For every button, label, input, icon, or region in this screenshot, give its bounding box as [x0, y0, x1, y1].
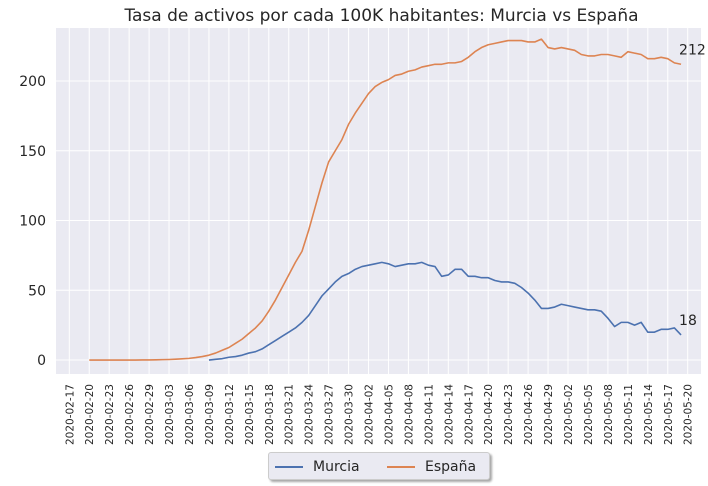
x-tick-label: 2020-03-24: [304, 384, 316, 445]
x-tick-label: 2020-05-20: [683, 384, 695, 445]
x-tick-label: 2020-03-06: [184, 384, 196, 445]
x-tick-label: 2020-03-18: [264, 384, 276, 445]
x-tick-label: 2020-05-14: [643, 384, 655, 445]
series-lines: [89, 38, 682, 361]
legend-swatch-murcia: [275, 466, 303, 468]
y-tick-label: 0: [37, 353, 46, 369]
x-tick-label: 2020-05-17: [663, 384, 675, 445]
x-tick-label: 2020-04-11: [423, 384, 435, 445]
x-tick-label: 2020-05-02: [563, 384, 575, 445]
y-tick-label: 150: [19, 144, 46, 160]
x-tick-label: 2020-02-26: [124, 384, 136, 445]
legend-swatch-espana: [387, 466, 415, 468]
x-tick-label: 2020-04-20: [483, 384, 495, 445]
x-tick-label: 2020-04-08: [403, 384, 415, 445]
x-tick-label: 2020-04-02: [364, 384, 376, 445]
series-line-murcia: [208, 261, 682, 361]
end-label-espana: 212: [679, 42, 706, 58]
y-tick-labels: 0 50 100 150 200: [19, 74, 46, 369]
x-tick-label: 2020-03-30: [344, 384, 356, 445]
x-tick-label: 2020-05-05: [583, 384, 595, 445]
y-tick-label: 200: [19, 74, 46, 90]
x-tick-label: 2020-04-23: [503, 384, 515, 445]
x-tick-label: 2020-04-26: [523, 384, 535, 445]
x-tick-label: 2020-04-14: [443, 384, 455, 445]
legend-label-espana: España: [425, 459, 477, 475]
legend-label-murcia: Murcia: [313, 459, 360, 475]
x-tick-label: 2020-04-05: [383, 384, 395, 445]
end-labels: 18 212: [679, 42, 706, 329]
x-tick-label: 2020-03-09: [204, 384, 216, 445]
x-tick-label: 2020-03-21: [284, 384, 296, 445]
end-label-murcia: 18: [679, 313, 697, 329]
legend: Murcia España: [268, 452, 490, 480]
legend-item-espana: España: [387, 457, 476, 477]
x-tick-label: 2020-04-17: [463, 384, 475, 445]
x-tick-label: 2020-04-29: [543, 384, 555, 445]
x-tick-label: 2020-03-27: [324, 384, 336, 445]
legend-item-murcia: Murcia: [275, 457, 360, 477]
y-tick-label: 50: [28, 283, 46, 299]
x-tick-label: 2020-02-17: [64, 384, 76, 445]
x-tick-label: 2020-02-20: [84, 384, 96, 445]
x-tick-label: 2020-05-11: [623, 384, 635, 445]
x-tick-label: 2020-03-12: [224, 384, 236, 445]
x-tick-label: 2020-05-08: [603, 384, 615, 445]
x-tick-label: 2020-02-29: [144, 384, 156, 445]
x-tick-label: 2020-03-15: [244, 384, 256, 445]
plot-area: [56, 28, 701, 374]
x-tick-label: 2020-02-23: [104, 384, 116, 445]
chart-title: Tasa de activos por cada 100K habitantes…: [123, 6, 638, 26]
x-gridlines: [68, 28, 689, 374]
x-tick-labels: 2020-02-17 2020-02-20 2020-02-23 2020-02-26…: [64, 384, 694, 445]
y-tick-label: 100: [19, 214, 46, 230]
series-line-espana: [89, 38, 682, 361]
x-tick-label: 2020-03-03: [164, 384, 176, 445]
